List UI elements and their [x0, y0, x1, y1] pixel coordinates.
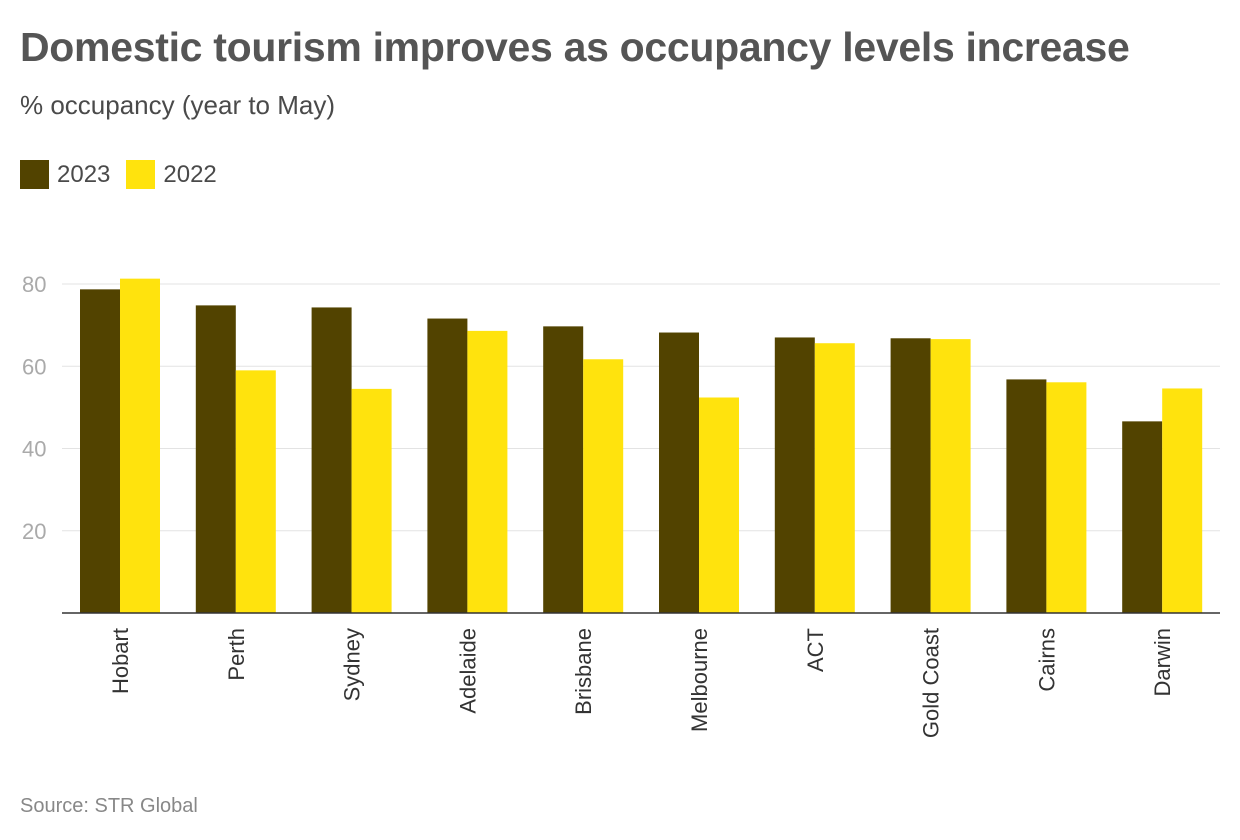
bar-brisbane-2023 — [543, 326, 584, 613]
y-axis: 20 40 60 80 — [22, 272, 46, 544]
legend-swatch-2023 — [20, 160, 49, 189]
bar-sydney-2023 — [311, 307, 352, 613]
bar-melbourne-2023 — [659, 332, 699, 613]
bar-brisbane-2022 — [583, 359, 624, 613]
bar-hobart-2023 — [80, 289, 120, 613]
bar-cairns-2022 — [1046, 382, 1087, 613]
bar-darwin-2022 — [1162, 388, 1203, 613]
bar-gold-coast-2022 — [930, 339, 971, 613]
x-tick-label-act: ACT — [803, 628, 828, 672]
bar-sydney-2022 — [351, 388, 392, 613]
bar-hobart-2022 — [120, 278, 160, 613]
chart-title: Domestic tourism improves as occupancy l… — [20, 24, 1130, 70]
legend: 2023 2022 — [20, 160, 233, 189]
x-tick-label-adelaide: Adelaide — [455, 628, 480, 714]
legend-swatch-2022 — [126, 160, 156, 189]
legend-item-2023: 2023 — [20, 160, 110, 189]
x-tick-label-perth: Perth — [224, 628, 249, 681]
chart-subtitle: % occupancy (year to May) — [20, 90, 336, 120]
legend-item-2022: 2022 — [126, 160, 217, 189]
x-tick-label-darwin: Darwin — [1150, 628, 1175, 696]
bar-adelaide-2023 — [427, 318, 468, 613]
y-tick-label-20: 20 — [22, 519, 46, 544]
bar-act-2023 — [774, 337, 815, 613]
bar-gold-coast-2023 — [890, 338, 931, 613]
x-tick-label-cairns: Cairns — [1034, 628, 1059, 692]
bar-melbourne-2022 — [699, 397, 739, 613]
x-tick-label-gold-coast: Gold Coast — [919, 628, 944, 738]
source-note: Source: STR Global — [20, 795, 198, 817]
bar-adelaide-2022 — [467, 330, 508, 613]
legend-label-2022: 2022 — [163, 160, 217, 188]
bar-cairns-2023 — [1006, 379, 1047, 613]
x-tick-label-sydney: Sydney — [340, 628, 365, 701]
y-tick-label-40: 40 — [22, 437, 46, 462]
x-tick-label-melbourne: Melbourne — [687, 628, 712, 732]
y-tick-label-60: 60 — [22, 354, 46, 379]
x-axis: Hobart Perth Sydney Adelaide Brisbane Melbour… — [62, 612, 1220, 738]
bar-perth-2022 — [235, 370, 276, 613]
bar-perth-2023 — [195, 305, 236, 613]
x-tick-label-hobart: Hobart — [108, 628, 133, 694]
bar-darwin-2023 — [1122, 421, 1163, 613]
legend-label-2023: 2023 — [57, 160, 111, 188]
x-tick-label-brisbane: Brisbane — [571, 628, 596, 715]
bar-act-2022 — [814, 343, 855, 613]
y-tick-label-80: 80 — [22, 272, 46, 297]
bars — [80, 278, 1203, 613]
